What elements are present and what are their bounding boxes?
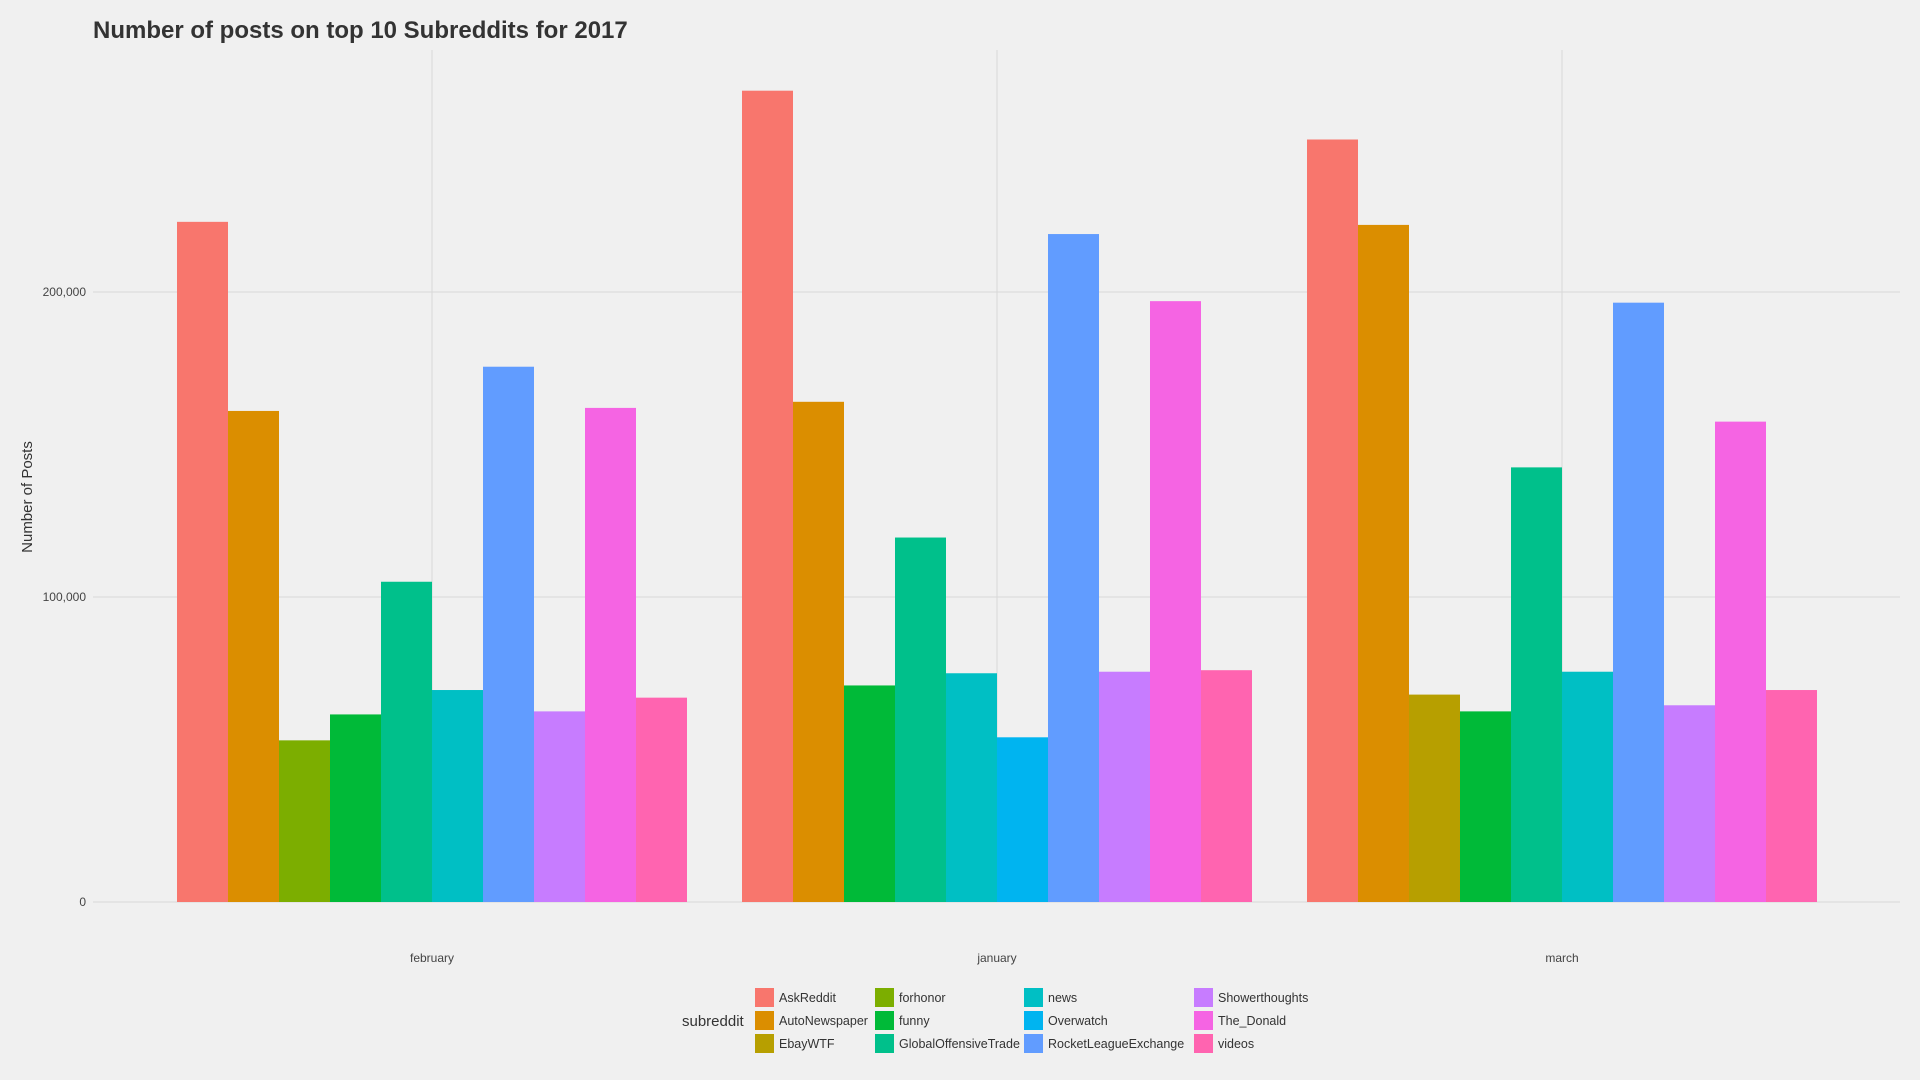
- legend-key-funny: [875, 1011, 894, 1030]
- x-tick-label-february: february: [410, 951, 454, 965]
- bar-january-AutoNewspaper: [793, 401, 844, 902]
- legend-key-AutoNewspaper: [755, 1011, 774, 1030]
- y-axis-title: Number of Posts: [19, 441, 36, 553]
- legend-label-Showerthoughts: Showerthoughts: [1218, 991, 1308, 1005]
- legend-key-news: [1024, 988, 1043, 1007]
- bar-march-EbayWTF: [1409, 694, 1460, 902]
- chart-title: Number of posts on top 10 Subreddits for…: [93, 17, 628, 44]
- bar-february-videos: [636, 697, 687, 902]
- y-tick-label: 0: [79, 895, 86, 909]
- legend-key-RocketLeagueExchange: [1024, 1034, 1043, 1053]
- legend-label-news: news: [1048, 991, 1077, 1005]
- legend-label-The_Donald: The_Donald: [1218, 1014, 1286, 1028]
- legend-label-AutoNewspaper: AutoNewspaper: [779, 1014, 868, 1028]
- legend-key-Overwatch: [1024, 1011, 1043, 1030]
- x-axis-ticks: february january march: [410, 951, 1579, 965]
- bar-january-Overwatch: [997, 737, 1048, 902]
- bar-january-videos: [1201, 670, 1252, 902]
- bar-january-news: [946, 673, 997, 902]
- bar-january-Showerthoughts: [1099, 671, 1150, 902]
- legend-label-Overwatch: Overwatch: [1048, 1014, 1108, 1028]
- legend-label-EbayWTF: EbayWTF: [779, 1037, 835, 1051]
- y-tick-label: 200,000: [43, 285, 87, 299]
- bar-february-AskReddit: [177, 221, 228, 903]
- bar-february-forhonor: [279, 740, 330, 902]
- legend-key-AskReddit: [755, 988, 774, 1007]
- bar-january-RocketLeagueExchange: [1048, 234, 1099, 903]
- bar-february-RocketLeagueExchange: [483, 366, 534, 903]
- legend-label-GlobalOffensiveTrade: GlobalOffensiveTrade: [899, 1037, 1020, 1051]
- legend-label-videos: videos: [1218, 1037, 1254, 1051]
- legend-label-AskReddit: AskReddit: [779, 991, 836, 1005]
- x-tick-label-january: january: [976, 951, 1016, 965]
- legend-key-Showerthoughts: [1194, 988, 1213, 1007]
- bar-march-AutoNewspaper: [1358, 224, 1409, 902]
- x-tick-label-march: march: [1545, 951, 1578, 965]
- legend-title: subreddit: [682, 1013, 745, 1030]
- legend-key-The_Donald: [1194, 1011, 1213, 1030]
- bar-january-The_Donald: [1150, 301, 1201, 902]
- legend-key-videos: [1194, 1034, 1213, 1053]
- legend-key-forhonor: [875, 988, 894, 1007]
- bar-february-Showerthoughts: [534, 711, 585, 902]
- bar-march-funny: [1460, 711, 1511, 902]
- legend-label-RocketLeagueExchange: RocketLeagueExchange: [1048, 1037, 1184, 1051]
- bar-february-AutoNewspaper: [228, 410, 279, 902]
- legend-key-EbayWTF: [755, 1034, 774, 1053]
- bar-february-The_Donald: [585, 407, 636, 902]
- bar-january-AskReddit: [742, 90, 793, 902]
- bar-march-RocketLeagueExchange: [1613, 302, 1664, 902]
- bar-march-news: [1562, 671, 1613, 902]
- bar-january-funny: [844, 685, 895, 902]
- bar-march-The_Donald: [1715, 421, 1766, 902]
- legend-key-GlobalOffensiveTrade: [875, 1034, 894, 1053]
- legend-label-funny: funny: [899, 1014, 930, 1028]
- bar-march-Showerthoughts: [1664, 705, 1715, 902]
- bars: [177, 90, 1817, 903]
- y-tick-label: 100,000: [43, 590, 87, 604]
- bar-march-GlobalOffensiveTrade: [1511, 467, 1562, 902]
- bar-january-GlobalOffensiveTrade: [895, 537, 946, 902]
- y-axis-ticks: 0 100,000 200,000: [43, 285, 87, 909]
- bar-february-news: [432, 690, 483, 902]
- bar-february-funny: [330, 714, 381, 902]
- legend-label-forhonor: forhonor: [899, 991, 946, 1005]
- bar-march-videos: [1766, 690, 1817, 902]
- legend: subreddit AskReddit AutoNewspaper EbayWTF f…: [682, 988, 1308, 1053]
- bar-february-GlobalOffensiveTrade: [381, 581, 432, 902]
- bar-march-AskReddit: [1307, 139, 1358, 902]
